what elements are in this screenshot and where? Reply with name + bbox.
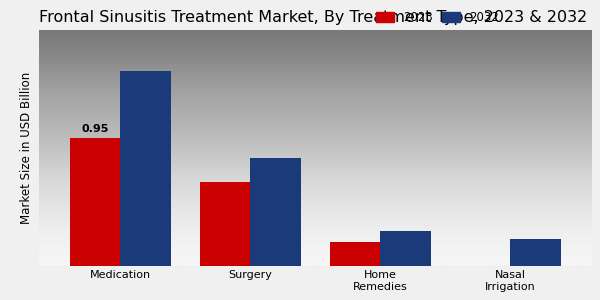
Bar <box>250 158 301 266</box>
Text: Frontal Sinusitis Treatment Market, By Treatment Type, 2023 & 2032: Frontal Sinusitis Treatment Market, By T… <box>39 10 587 25</box>
Bar <box>511 239 561 266</box>
Bar <box>330 242 380 266</box>
Text: 0.95: 0.95 <box>81 124 109 134</box>
Legend: 2023, 2032: 2023, 2032 <box>373 8 503 28</box>
Bar <box>120 70 171 266</box>
Bar <box>70 138 120 266</box>
Bar <box>380 231 431 266</box>
Y-axis label: Market Size in USD Billion: Market Size in USD Billion <box>20 72 34 224</box>
Bar <box>200 182 250 266</box>
